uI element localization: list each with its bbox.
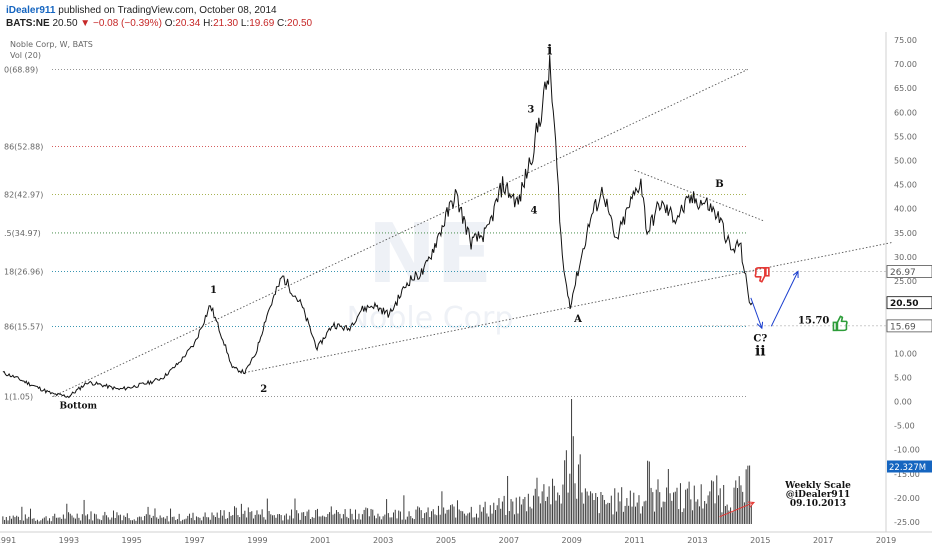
time-tick-label: 1995	[122, 536, 142, 545]
fib-level-label: 0(68.89)	[4, 65, 38, 74]
fib-level-label: 1(1.05)	[4, 392, 33, 401]
fib-level-label: 86(52.88)	[4, 143, 43, 152]
wave-annotation: Bottom	[60, 402, 98, 412]
price-tick-label: -15.00	[894, 470, 920, 479]
close-label: C:	[277, 18, 288, 29]
price-tick-label: 0.00	[894, 398, 912, 407]
wave-annotation: ii	[755, 344, 766, 360]
thumb-shape	[832, 321, 838, 332]
fib-level-label: 82(42.97)	[4, 190, 43, 199]
price-tick-label: 75.00	[894, 36, 917, 45]
price-tag-label: 20.50	[890, 299, 918, 309]
volume-tag-box	[887, 460, 932, 473]
wave-annotation: 4	[531, 206, 538, 217]
quote-line: BATS:NE 20.50 ▼ −0.08 (−0.39%) O:20.34 H…	[6, 17, 312, 30]
volume-tag-label: 22.327M	[889, 463, 926, 473]
price-tick-label: 60.00	[894, 108, 917, 117]
low-label: L:	[240, 18, 250, 29]
thumbs-down-icon	[754, 266, 770, 283]
projection-arrow[interactable]	[770, 271, 798, 327]
trendline[interactable]	[244, 241, 893, 374]
legend-line: Vol (20)	[10, 51, 41, 60]
time-tick-label: 2009	[562, 536, 582, 545]
price-tick-label: 65.00	[894, 84, 917, 93]
wave-annotation: C?	[753, 333, 767, 344]
time-tick-label: 2007	[499, 536, 519, 545]
scale-note: 09.10.2013	[790, 499, 846, 509]
watermark-symbol: NE	[368, 207, 493, 302]
time-tick-label: 1997	[184, 536, 204, 545]
wave-annotation: 15.70	[798, 315, 829, 326]
fib-level-label: 18(26.96)	[4, 268, 43, 277]
price-tick-label: 70.00	[894, 60, 917, 69]
time-tick-label: 2005	[436, 536, 456, 545]
price-tag-label: 15.69	[890, 322, 916, 332]
thumb-shape	[765, 266, 770, 277]
thumbs-up-icon	[832, 315, 848, 332]
chart-background	[0, 32, 932, 550]
price-tick-label: 40.00	[894, 205, 917, 214]
price-change: ▼ −0.08 (−0.39%)	[80, 18, 162, 29]
thumb-shape	[836, 315, 848, 332]
price-tick-label: -10.00	[894, 446, 920, 455]
price-tick-label: 45.00	[894, 181, 917, 190]
time-tick-label: 1993	[59, 536, 79, 545]
high-label: H:	[203, 18, 214, 29]
fib-level-label: .5(34.97)	[4, 229, 41, 238]
wave-annotation: A	[573, 314, 582, 325]
wave-annotation: 3	[527, 104, 534, 115]
wave-annotation: 1	[210, 285, 217, 296]
price-tick-label: 25.00	[894, 277, 917, 286]
price-tag-label: 26.97	[890, 268, 916, 278]
price-series-line[interactable]	[2, 55, 753, 399]
projection-arrow[interactable]	[719, 502, 754, 518]
time-tick-label: 2017	[813, 536, 833, 545]
legend-line: Noble Corp, W, BATS	[10, 40, 93, 49]
publisher-line: iDealer911 published on TradingView.com,…	[6, 4, 277, 17]
close-value: 20.50	[287, 18, 313, 29]
time-tick-label: 1991	[0, 536, 16, 545]
time-tick-label: 2019	[876, 536, 896, 545]
high-value: 21.30	[213, 18, 239, 29]
price-tag-box	[886, 319, 932, 333]
symbol-label[interactable]: BATS:NE	[6, 18, 50, 29]
wave-annotation: B	[715, 179, 723, 190]
scale-note: @iDealer911	[786, 490, 850, 500]
last-price: 20.50	[52, 18, 78, 29]
price-tick-label: 5.00	[894, 373, 912, 382]
time-tick-label: 2011	[624, 536, 644, 545]
time-tick-label: 2003	[373, 536, 393, 545]
price-tick-label: 35.00	[894, 229, 917, 238]
price-tag-box	[886, 265, 932, 278]
thumb-shape	[754, 266, 766, 283]
time-tick-label: 2001	[310, 536, 330, 545]
open-label: O:	[164, 18, 176, 29]
wave-annotation: i	[547, 42, 552, 58]
price-tick-label: 30.00	[894, 253, 917, 262]
price-tick-label: 50.00	[894, 157, 917, 166]
publisher-username[interactable]: iDealer911	[6, 5, 56, 16]
publish-header: iDealer911 published on TradingView.com,…	[0, 0, 932, 32]
open-value: 20.34	[175, 18, 201, 29]
volume-bars	[2, 399, 752, 524]
wave-annotation: 2	[260, 384, 267, 395]
time-tick-label: 1999	[247, 536, 267, 545]
low-value: 19.69	[249, 18, 275, 29]
fib-level-label: 86(15.57)	[4, 322, 43, 331]
price-tick-label: -25.00	[894, 518, 920, 527]
price-tick-label: 10.00	[894, 349, 917, 358]
time-tick-label: 2015	[750, 536, 770, 545]
time-tick-label: 2013	[687, 536, 707, 545]
price-tag-box	[886, 296, 932, 310]
price-tick-label: 55.00	[894, 132, 917, 141]
scale-note: Weekly Scale	[784, 481, 851, 491]
price-tick-label: -5.00	[894, 422, 915, 431]
projection-arrow[interactable]	[750, 297, 762, 328]
published-text: published on TradingView.com, October 08…	[58, 5, 277, 16]
price-tick-label: -20.00	[894, 494, 920, 503]
